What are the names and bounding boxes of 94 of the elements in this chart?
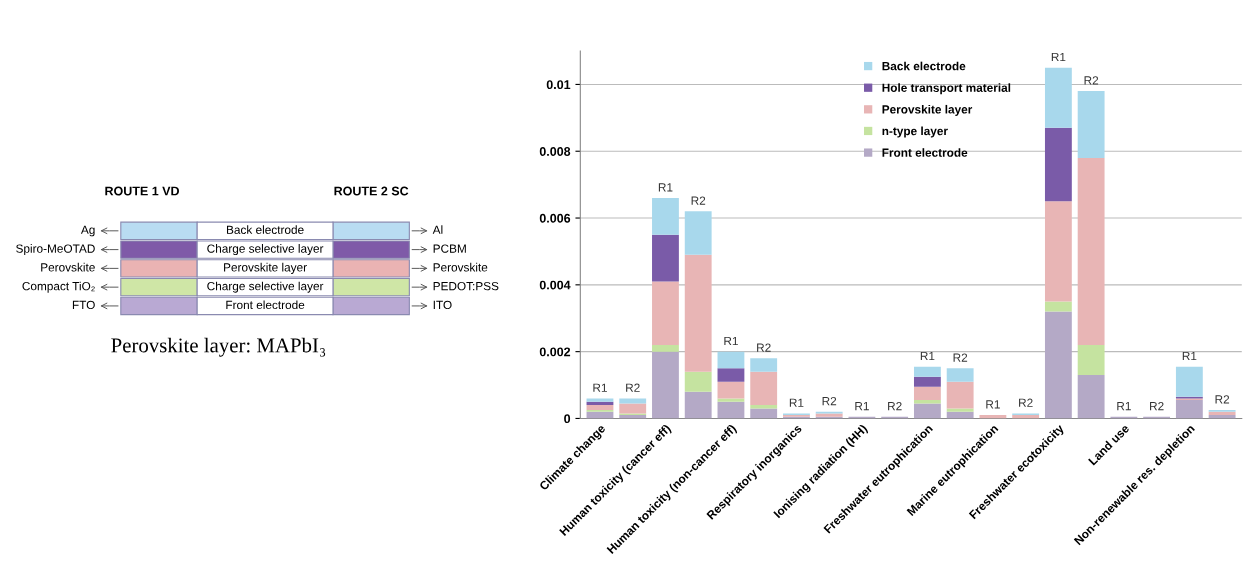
bar [1208,415,1236,419]
bar [1077,344,1105,376]
text: PCBM [433,244,466,253]
annotation: R1 [789,398,804,407]
bar [652,281,679,345]
text: PEDOT:PSS [433,281,499,291]
bar [1044,301,1072,312]
legend-label: n-type layer [882,126,948,138]
annotation: R1 [920,351,935,361]
bar [717,368,745,382]
text: Perovskite [433,262,488,272]
y-tick-label: 0.004 [539,280,571,290]
text: FTO [72,300,95,310]
bar [684,211,712,255]
text: ROUTE 2 SC [334,186,409,196]
bar [913,376,941,387]
bar [750,371,778,406]
text: Perovskite layer [224,262,307,274]
annotation: R1 [1051,52,1066,62]
annotation: R1 [1182,351,1197,361]
bar [652,198,679,235]
bar [652,344,679,352]
bar [913,386,941,401]
bar [1044,201,1072,302]
bar [1077,157,1105,345]
annotation: R2 [1215,395,1230,404]
text: Compact TiO₂ [22,281,95,293]
text: Ag [80,225,95,237]
bar [684,391,712,419]
annotation: R2 [691,196,706,205]
text: Front electrode [226,300,305,310]
bar [684,254,712,372]
annotation: R2 [1084,76,1099,85]
legend-label: Perovskite layer [882,104,973,116]
bar [619,398,647,404]
bar [913,366,941,377]
y-tick-label: 0.002 [539,347,571,357]
bar [717,398,745,402]
text: ITO [433,300,452,310]
bar [586,398,614,402]
bar [1175,366,1203,397]
annotation: R2 [1019,398,1033,407]
bar [946,381,974,409]
text: Spiro-MeOTAD [16,244,95,256]
bar [1175,400,1203,419]
annotation: R2 [1150,401,1164,411]
text: Al [432,225,443,234]
annotation: R2 [757,343,771,352]
text: Charge selective layer [207,281,324,293]
legend-label: Hole transport material [882,83,1011,95]
bar [979,415,1007,419]
y-tick-label: 0.006 [539,213,571,223]
y-tick-label: 0.01 [546,80,571,90]
bar [586,405,614,411]
legend-label: Back electrode [882,61,966,71]
annotation: R1 [986,400,1000,409]
bar [1208,411,1236,416]
bar [717,401,745,419]
y-tick-label: 0 [564,414,571,424]
bar [946,411,974,419]
annotation: R2 [822,396,837,406]
legend-label: Front electrode [882,148,968,157]
annotation: R2 [626,383,640,392]
bar [913,400,941,404]
y-tick-label: 0.008 [539,147,571,156]
bar [652,234,679,282]
bar [684,371,712,392]
annotation: R1 [724,336,738,346]
bar [1044,127,1072,202]
bar [1077,91,1105,158]
bar [1077,375,1105,419]
text: Perovskite layer: MAPbI₃ [111,337,326,357]
bar [750,405,778,409]
bar [717,381,745,399]
annotation: R2 [953,353,968,362]
text: Back electrode [227,225,304,234]
annotation: R1 [1117,402,1131,411]
annotation: R2 [888,401,902,411]
annotation: R1 [658,183,673,192]
annotation: R1 [855,402,869,411]
bar [913,403,941,419]
bar [652,351,679,419]
text: ROUTE 1 VD [105,186,179,196]
bar [946,408,974,412]
bar [619,403,647,414]
annotation: R1 [593,383,607,392]
bar [946,368,974,382]
text: Perovskite [41,262,95,272]
bar [750,408,778,419]
text: Charge selective layer [207,244,324,256]
bar [1044,67,1072,128]
bar [750,358,778,372]
bar [1044,311,1072,419]
bar [717,351,745,369]
